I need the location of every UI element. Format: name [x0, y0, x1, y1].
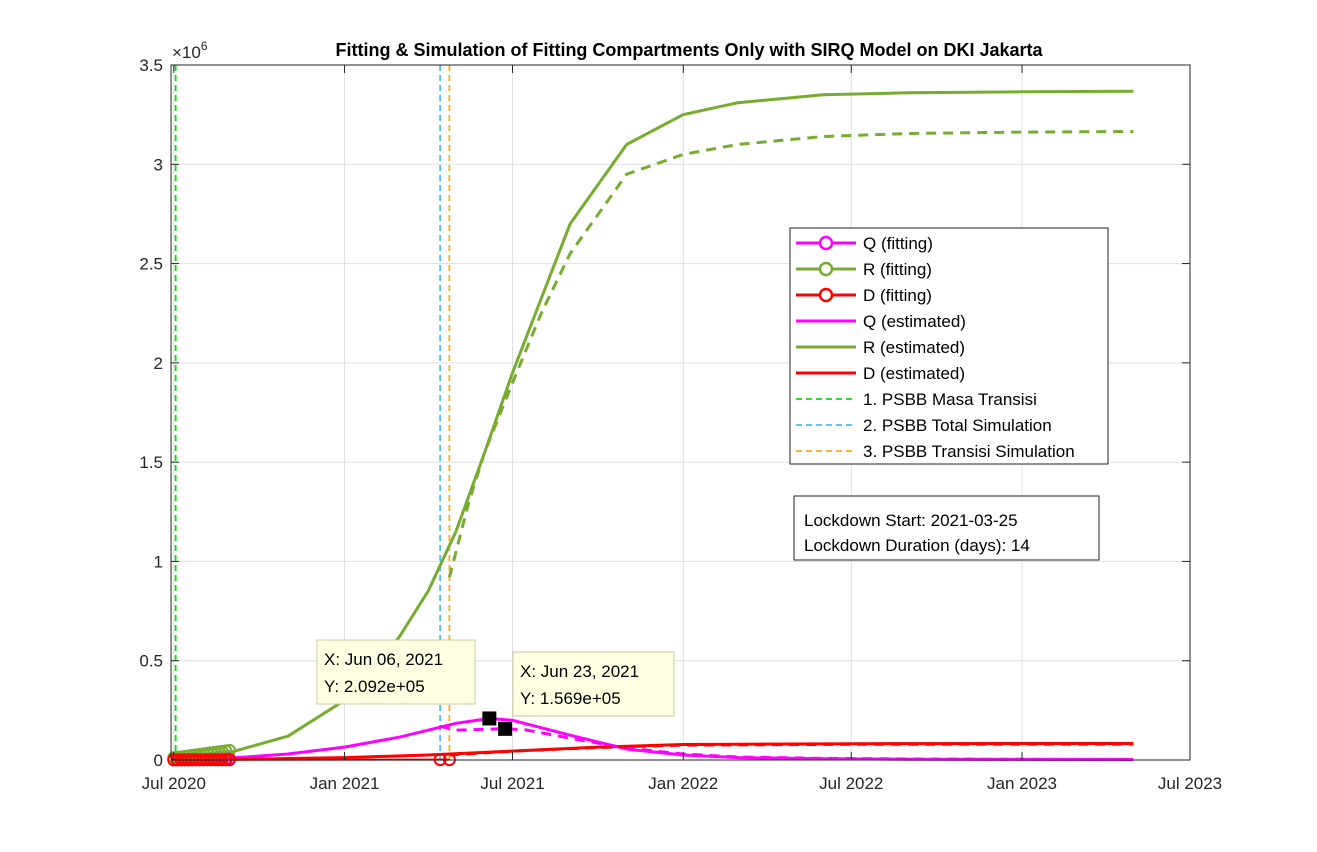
legend-swatch-marker [818, 261, 834, 277]
legend: Q (fitting) R (fitting) D (fitting) Q (esti… [789, 227, 1109, 465]
y-tick-label: 1.5 [139, 453, 163, 472]
y-tick-label: 2.5 [139, 255, 163, 274]
legend-swatch-marker [818, 287, 834, 303]
legend-entry-q-estimated: Q (estimated) [796, 312, 966, 331]
datatip-x-text: X: Jun 23, 2021 [520, 662, 639, 681]
x-tick-label: Jan 2021 [310, 774, 380, 793]
x-tick-label: Jul 2022 [819, 774, 883, 793]
legend-entry-1-psbb-masa-transisi: 1. PSBB Masa Transisi [796, 390, 1037, 409]
y-tick-label: 3 [154, 155, 163, 174]
datatip-x-text: X: Jun 06, 2021 [324, 650, 443, 669]
datatip-marker [498, 721, 513, 736]
legend-label: 3. PSBB Transisi Simulation [863, 442, 1075, 461]
datatip-box [512, 651, 675, 717]
datatip-box [316, 639, 476, 705]
y-tick-label: 2 [154, 354, 163, 373]
datatip-y-text: Y: 2.092e+05 [324, 677, 425, 696]
axes-box [170, 64, 1191, 761]
x-tick-label: Jul 2021 [480, 774, 544, 793]
ticks: Jul 2020 Jan 2021 Jul 2021 Jan 2022 Jul 2022… [139, 56, 1222, 793]
series-line-simulation-6 [447, 130, 1134, 578]
legend-entry-d-estimated: D (estimated) [796, 364, 965, 383]
legend-swatch-marker [818, 235, 834, 251]
y-tick-label: 1 [154, 552, 163, 571]
x-tick-label: Jan 2022 [648, 774, 718, 793]
x-tick-label: Jul 2020 [142, 774, 206, 793]
datatip-y-text: Y: 1.569e+05 [520, 689, 621, 708]
x-tick-label: Jul 2023 [1158, 774, 1222, 793]
legend-entry-r-fitting: R (fitting) [796, 260, 932, 279]
legend-entry-3-psbb-transisi-simulation: 3. PSBB Transisi Simulation [796, 442, 1075, 461]
y-tick-label: 3.5 [139, 56, 163, 75]
datatip-marker [482, 711, 497, 726]
chart-title: Fitting & Simulation of Fitting Compartm… [335, 40, 1043, 60]
legend-label: Q (estimated) [863, 312, 966, 331]
y-exponent-label: ×106 [172, 39, 208, 62]
x-tick-label: Jan 2023 [987, 774, 1057, 793]
legend-label: R (estimated) [863, 338, 965, 357]
y-tick-label: 0 [154, 751, 163, 770]
y-tick-label: 0.5 [139, 652, 163, 671]
annotation-line-1: Lockdown Start: 2021-03-25 [804, 511, 1018, 530]
legend-label: D (fitting) [863, 286, 932, 305]
annotation-box [793, 495, 1100, 561]
datatips: X: Jun 06, 2021 Y: 2.092e+05 X: Jun 23, 20… [316, 639, 675, 736]
legend-entry-r-estimated: R (estimated) [796, 338, 965, 357]
legend-label: D (estimated) [863, 364, 965, 383]
lockdown-annotation: Lockdown Start: 2021-03-25 Lockdown Dura… [793, 495, 1100, 561]
legend-items: Q (fitting) R (fitting) D (fitting) Q (esti… [796, 234, 1075, 461]
y-exponent-power: 6 [201, 39, 208, 53]
legend-label: Q (fitting) [863, 234, 933, 253]
legend-label: 1. PSBB Masa Transisi [863, 390, 1037, 409]
series-line-r-estimated [173, 89, 1134, 760]
annotation-line-2: Lockdown Duration (days): 14 [804, 536, 1030, 555]
legend-entry-q-fitting: Q (fitting) [796, 234, 933, 253]
legend-label: 2. PSBB Total Simulation [863, 416, 1052, 435]
legend-label: R (fitting) [863, 260, 932, 279]
legend-entry-2-psbb-total-simulation: 2. PSBB Total Simulation [796, 416, 1052, 435]
legend-entry-d-fitting: D (fitting) [796, 286, 932, 305]
